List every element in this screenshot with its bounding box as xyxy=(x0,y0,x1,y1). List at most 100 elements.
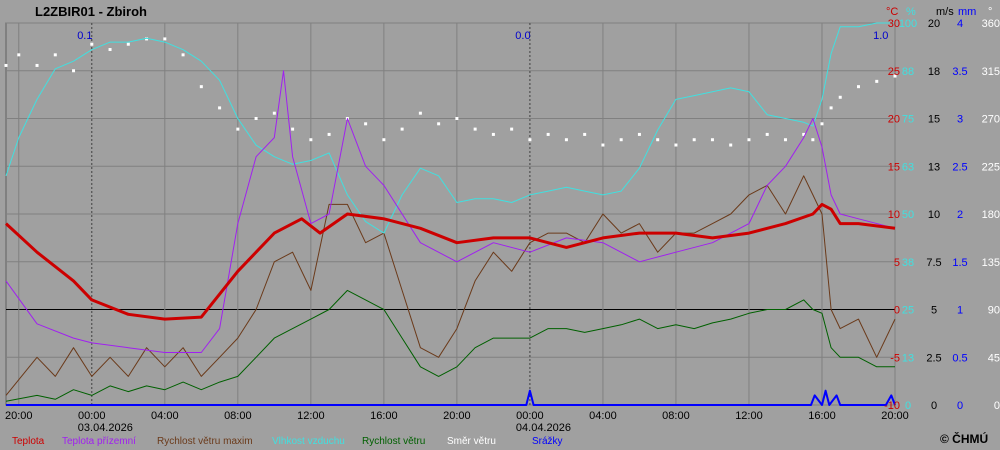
axis-tick-wind: 15 xyxy=(928,114,940,126)
wind-direction-point xyxy=(692,138,696,142)
axis-tick-temperature: -5 xyxy=(890,352,900,364)
chart-title: L2ZBIR01 - Zbiroh xyxy=(35,4,147,19)
wind-direction-point xyxy=(382,138,386,142)
legend-item: Rychlost větru xyxy=(362,436,425,447)
series-line-vlhkost-vzduchu xyxy=(5,22,895,234)
wind-direction-point xyxy=(400,127,404,131)
axis-tick-wind: 20 xyxy=(928,18,940,30)
wind-direction-point xyxy=(35,63,39,67)
wind-direction-point xyxy=(473,127,477,131)
axis-tick-humidity: 50 xyxy=(902,209,914,221)
wind-direction-point xyxy=(893,74,897,78)
x-tick-label: 16:00 xyxy=(808,410,836,422)
x-tick-label: 12:00 xyxy=(735,410,763,422)
axis-tick-temperature: 30 xyxy=(888,18,900,30)
wind-direction-point xyxy=(802,132,806,136)
axis-tick-wind: 13 xyxy=(928,161,940,173)
axis-tick-humidity: 38 xyxy=(902,257,914,269)
axis-unit-temperature: °C xyxy=(886,6,898,18)
wind-direction-point xyxy=(126,42,130,46)
wind-direction-point xyxy=(491,132,495,136)
x-tick-label: 08:00 xyxy=(662,410,690,422)
axis-tick-temperature: 0 xyxy=(894,305,900,317)
wind-direction-point xyxy=(583,132,587,136)
axis-tick-humidity: 25 xyxy=(902,305,914,317)
legend-item: Směr větru xyxy=(447,436,496,447)
wind-direction-point xyxy=(418,111,422,115)
axis-tick-wind: 7.5 xyxy=(926,257,941,269)
wind-direction-point xyxy=(455,117,459,120)
axis-tick-direction: 135 xyxy=(982,257,1000,269)
x-tick-label: 20:00 xyxy=(443,410,471,422)
wind-direction-point xyxy=(17,53,21,57)
x-tick-label: 08:00 xyxy=(224,410,252,422)
wind-direction-point xyxy=(820,122,824,126)
wind-direction-point xyxy=(108,48,112,52)
axis-tick-wind: 10 xyxy=(928,209,940,221)
axis-tick-direction: 180 xyxy=(982,209,1000,221)
copyright: © ČHMÚ xyxy=(940,431,988,446)
precip-total-label: 0.1 xyxy=(77,30,92,42)
legend-item: Srážky xyxy=(532,436,563,447)
axis-tick-precip: 2 xyxy=(957,209,963,221)
axis-tick-direction: 90 xyxy=(988,305,1000,317)
x-tick-label: 20:00 xyxy=(5,410,33,422)
precip-total-label: 1.0 xyxy=(873,30,888,42)
wind-direction-point xyxy=(710,138,714,142)
axis-tick-direction: 360 xyxy=(982,18,1000,30)
wind-direction-point xyxy=(619,138,623,142)
axis-tick-humidity: 75 xyxy=(902,114,914,126)
precip-total-label: 0.0 xyxy=(515,30,530,42)
wind-direction-point xyxy=(856,85,860,89)
axis-tick-precip: 1.5 xyxy=(952,257,967,269)
axis-tick-humidity: 88 xyxy=(902,66,914,78)
wind-direction-point xyxy=(199,85,203,89)
wind-direction-point xyxy=(291,127,295,131)
series-wind-direction xyxy=(4,37,897,147)
wind-direction-point xyxy=(747,138,751,142)
axis-tick-wind: 5 xyxy=(931,305,937,317)
wind-direction-point xyxy=(783,138,787,142)
wind-direction-point xyxy=(309,138,313,142)
wind-direction-point xyxy=(765,132,769,136)
date-label: 04.04.2026 xyxy=(516,422,571,434)
wind-direction-point xyxy=(327,132,331,136)
axis-tick-humidity: 100 xyxy=(899,18,917,30)
axis-tick-temperature: 10 xyxy=(888,209,900,221)
axis-tick-wind: 2.5 xyxy=(926,352,941,364)
axis-tick-direction: 225 xyxy=(982,161,1000,173)
x-tick-label: 16:00 xyxy=(370,410,398,422)
wind-direction-point xyxy=(564,138,568,142)
series-line-teplota-p-zemn- xyxy=(5,70,896,353)
wind-direction-point xyxy=(272,111,276,115)
series-line-rychlost-v-tru-maxim xyxy=(5,175,896,396)
axis-tick-wind: 0 xyxy=(931,400,937,412)
axis-tick-direction: 270 xyxy=(982,114,1000,126)
x-tick-label: 12:00 xyxy=(297,410,325,422)
wind-direction-point xyxy=(364,122,368,126)
axis-tick-precip: 3.5 xyxy=(952,66,967,78)
axis-unit-wind: m/s xyxy=(936,6,954,18)
axis-tick-precip: 0.5 xyxy=(952,352,967,364)
axis-tick-precip: 2.5 xyxy=(952,161,967,173)
legend-item: Vlhkost vzduchu xyxy=(272,436,345,447)
wind-direction-point xyxy=(510,127,514,131)
wind-direction-point xyxy=(254,117,258,120)
legend: Teplota Teplota přízemní Rychlost větru ma… xyxy=(12,436,563,447)
axis-unit-humidity: % xyxy=(906,6,916,18)
x-tick-label: 20:00 xyxy=(881,410,909,422)
axis-tick-temperature: 20 xyxy=(888,114,900,126)
axis-tick-humidity: 13 xyxy=(902,352,914,364)
wind-direction-point xyxy=(163,37,167,41)
axes-layer: 20:00 00:00 04:00 08:00 12:00 16:00 20:00 00:00… xyxy=(5,18,1000,434)
wind-direction-point xyxy=(637,132,641,136)
axis-tick-temperature: -10 xyxy=(884,400,900,412)
wind-direction-point xyxy=(811,138,815,142)
x-tick-label: 00:00 xyxy=(78,410,106,422)
wind-direction-point xyxy=(181,53,185,57)
wind-direction-point xyxy=(829,106,833,110)
axis-tick-temperature: 5 xyxy=(894,257,900,269)
axis-tick-precip: 4 xyxy=(957,18,963,30)
